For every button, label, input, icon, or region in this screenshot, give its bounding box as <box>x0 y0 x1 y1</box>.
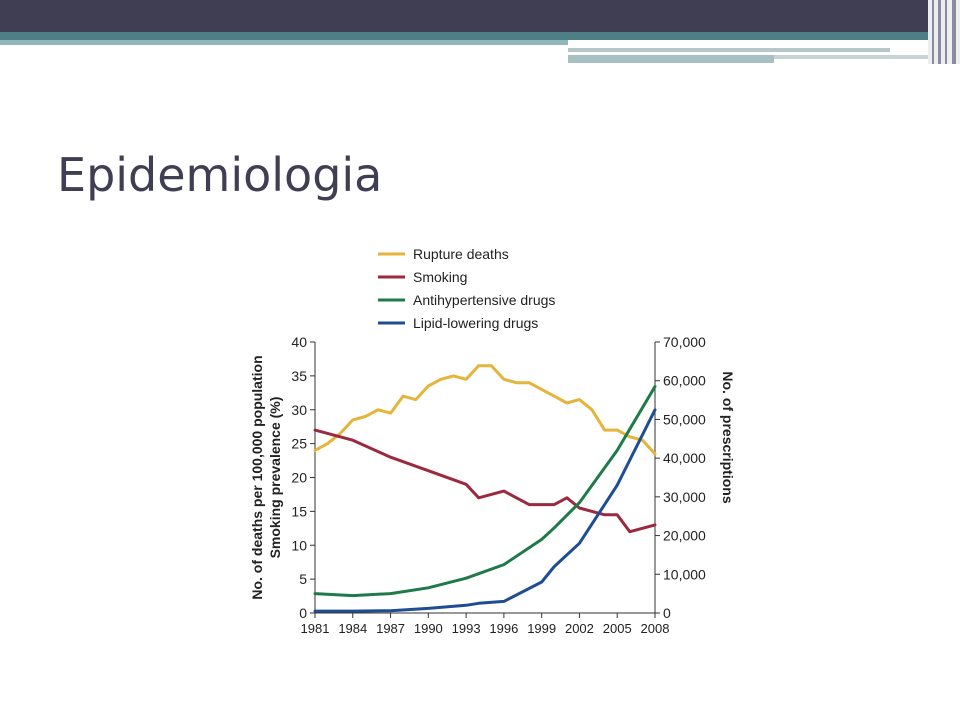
legend-label-rupture-deaths: Rupture deaths <box>413 246 509 262</box>
legend-label-smoking: Smoking <box>413 269 467 285</box>
chart-series <box>313 364 657 613</box>
decorative-stripe <box>945 0 947 64</box>
x-tick-label: 1987 <box>376 621 405 636</box>
series-line-rupture-deaths <box>313 364 657 456</box>
x-tick-label: 1981 <box>301 621 330 636</box>
x-tick-label: 2002 <box>565 621 594 636</box>
x-tick-label: 1993 <box>452 621 481 636</box>
y-left-tick-label: 10 <box>291 537 307 553</box>
decorative-accent-line-thin <box>0 40 568 45</box>
x-tick-label: 1996 <box>489 621 518 636</box>
y-right-tick-label: 40,000 <box>663 450 706 466</box>
top-banner <box>0 0 960 32</box>
decorative-corner-stripes <box>928 0 960 64</box>
x-tick-label: 1999 <box>527 621 556 636</box>
y-left-tick-label: 35 <box>291 368 307 384</box>
y-right-tick-label: 30,000 <box>663 489 706 505</box>
y-axis-right-label: No. of prescriptions <box>720 371 736 503</box>
y-left-tick-label: 40 <box>291 334 307 350</box>
chart-ticks: 0 5 10 15 20 25 30 35 40 0 10,000 20,000 30,000 40,00… <box>291 334 706 636</box>
legend-label-antihypertensive-drugs: Antihypertensive drugs <box>413 292 555 308</box>
y-axis-left-label-line2: Smoking prevalence (%) <box>267 397 283 559</box>
y-left-tick-label: 25 <box>291 436 307 452</box>
series-line-antihypertensive-drugs <box>313 385 657 598</box>
y-left-tick-label: 5 <box>299 571 307 587</box>
y-right-tick-label: 0 <box>663 605 671 621</box>
series-line-smoking <box>313 428 657 534</box>
chart-legend: Rupture deaths Smoking Antihypertensive dr… <box>378 246 555 331</box>
y-left-tick-label: 30 <box>291 402 307 418</box>
y-left-tick-label: 20 <box>291 470 307 486</box>
y-right-tick-label: 10,000 <box>663 566 706 582</box>
x-tick-label: 1984 <box>338 621 367 636</box>
decorative-stripe <box>932 0 934 64</box>
decorative-bar <box>568 55 774 63</box>
y-axis-left-label-line1: No. of deaths per 100,000 population <box>249 355 265 599</box>
series-line-lipid-lowering-drugs <box>313 408 657 613</box>
y-left-tick-label: 15 <box>291 503 307 519</box>
x-tick-label: 2005 <box>603 621 632 636</box>
y-right-tick-label: 50,000 <box>663 411 706 427</box>
x-tick-label: 1990 <box>414 621 443 636</box>
slide-title: Epidemiologia <box>57 148 383 202</box>
decorative-accent-line <box>0 32 928 40</box>
decorative-bar <box>774 55 934 59</box>
line-chart: Rupture deaths Smoking Antihypertensive dr… <box>249 246 736 636</box>
y-right-tick-label: 60,000 <box>663 373 706 389</box>
decorative-stripe <box>952 0 956 64</box>
y-right-tick-label: 70,000 <box>663 334 706 350</box>
decorative-bar <box>568 48 890 52</box>
y-right-tick-label: 20,000 <box>663 528 706 544</box>
legend-label-lipid-lowering-drugs: Lipid-lowering drugs <box>413 315 538 331</box>
decorative-stripe <box>938 0 941 64</box>
x-tick-label: 2008 <box>641 621 670 636</box>
y-left-tick-label: 0 <box>299 605 307 621</box>
